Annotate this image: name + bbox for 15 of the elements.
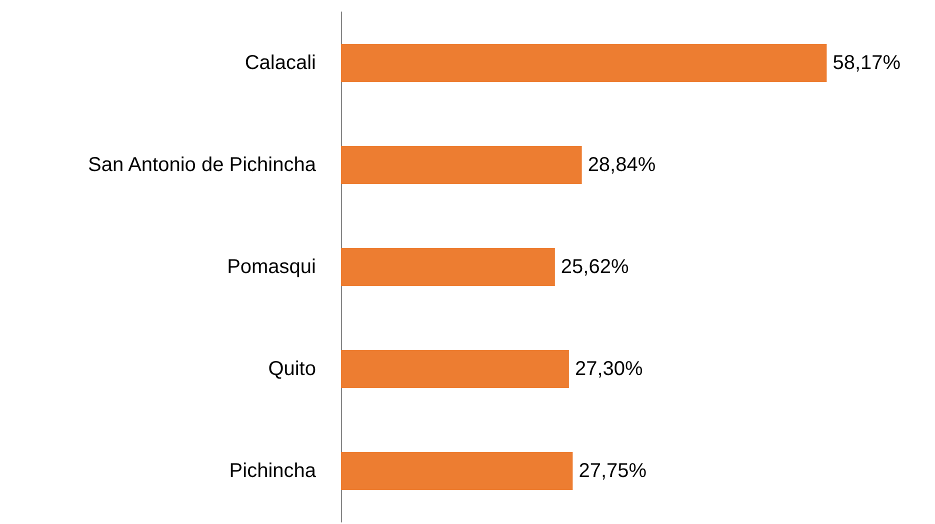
data-label: 27,75%: [578, 460, 647, 482]
y-tick-label: Pichincha: [229, 460, 317, 482]
data-label: 58,17%: [832, 52, 901, 74]
y-tick-label: Calacali: [244, 52, 316, 74]
data-label: 27,30%: [574, 358, 644, 380]
bar: [341, 44, 827, 82]
y-tick-label: Quito: [268, 358, 316, 380]
bar: [341, 146, 582, 184]
bar: [341, 452, 573, 490]
data-label: 28,84%: [588, 154, 656, 176]
y-tick-label: Pomasqui: [227, 256, 316, 278]
bar: [341, 248, 555, 286]
bar: [341, 350, 569, 388]
data-label: 25,62%: [560, 256, 629, 278]
y-tick-label: San Antonio de Pichincha: [88, 154, 317, 176]
